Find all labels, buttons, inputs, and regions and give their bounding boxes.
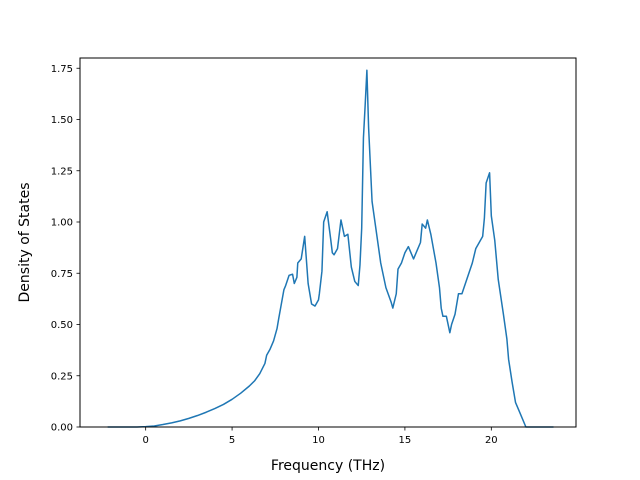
- y-axis: 0.00 0.25 0.50 0.75 1.00 1.25 1.50 1.75: [51, 64, 80, 434]
- y-tick-label: 0.75: [51, 269, 73, 280]
- x-tick-label: 20: [485, 435, 498, 446]
- x-axis-label: Frequency (THz): [271, 458, 385, 474]
- y-tick-label: 0.00: [51, 423, 73, 434]
- y-tick-label: 0.50: [51, 320, 73, 331]
- y-tick-label: 1.00: [51, 218, 73, 229]
- y-tick-label: 1.50: [51, 115, 73, 126]
- x-tick-label: 5: [229, 435, 235, 446]
- x-tick-label: 10: [312, 435, 325, 446]
- dos-line-series-0: [107, 69, 554, 428]
- y-tick-label: 0.25: [51, 371, 73, 382]
- x-axis: 0 5 10 15 20: [142, 427, 498, 446]
- y-tick-label: 1.25: [51, 166, 73, 177]
- x-tick-label: 0: [142, 435, 148, 446]
- plot-frame: [79, 57, 577, 428]
- x-tick-label: 15: [399, 435, 412, 446]
- plot-area: [107, 69, 554, 428]
- y-axis-label: Density of States: [17, 183, 33, 303]
- y-tick-label: 1.75: [51, 64, 73, 75]
